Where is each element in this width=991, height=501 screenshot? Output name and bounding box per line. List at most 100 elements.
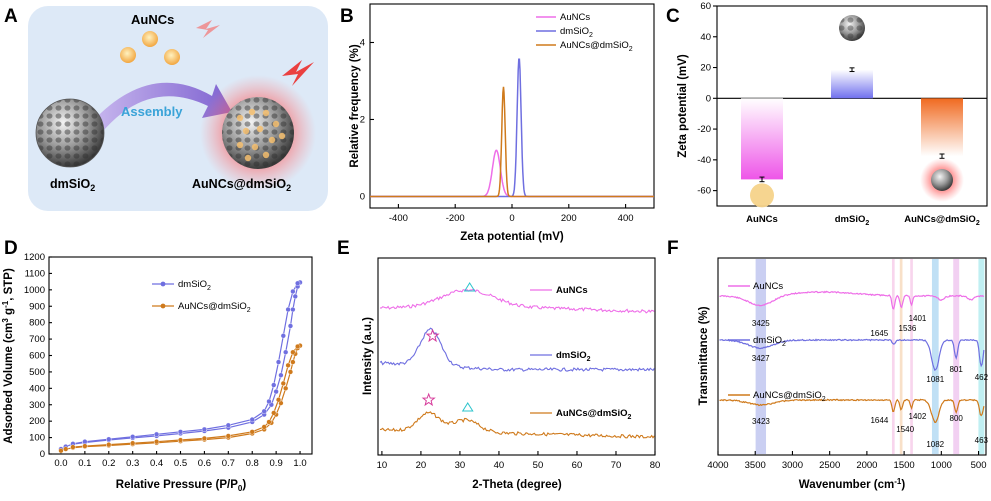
y-tick-label: 1200 (24, 252, 45, 263)
data-point (130, 434, 136, 440)
xrd-pattern (379, 327, 655, 372)
peak-label: 1540 (896, 425, 914, 434)
data-point (285, 306, 291, 313)
panel-c-bars (741, 15, 964, 208)
panel-letter-b: B (340, 6, 354, 27)
x-tick-label: 0.5 (174, 458, 187, 469)
x-tick-label: 60 (572, 460, 583, 471)
peak-label: 801 (949, 365, 963, 374)
panel-f-legend: AuNCs dmSiO2 AuNCs@dmSiO2 (728, 281, 826, 403)
panel-d-isotherm: D 0.0 0.1 0.2 0.3 0.4 0.5 0.6 0.7 0.8 0.9 1.0 0 100 2… (1, 238, 313, 493)
data-point (280, 333, 286, 339)
x-tick-label: 0.7 (222, 458, 235, 469)
peak-label: 1081 (926, 375, 944, 384)
y-tick-label: 400 (29, 383, 45, 394)
composite-particle-icon (931, 169, 953, 191)
panel-e-series (379, 282, 655, 439)
peak-label: 3427 (752, 354, 770, 363)
panel-b-xlabel: Zeta potential (mV) (460, 231, 564, 243)
panel-d-xlabel: Relative Pressure (P/P0) (116, 479, 247, 493)
peak-label: 463 (975, 436, 989, 445)
peak-label: 1082 (926, 440, 944, 449)
data-point (82, 443, 88, 449)
panel-e-frame (377, 257, 656, 456)
xrd-pattern (379, 411, 655, 439)
data-point (273, 389, 279, 395)
data-point (275, 397, 282, 403)
y-tick-label: 1000 (24, 285, 45, 296)
data-point (261, 424, 267, 430)
highlight-band (755, 259, 767, 454)
legend-label: dmSiO2 (178, 279, 211, 292)
ftir-spectrum (719, 398, 985, 424)
data-point (266, 419, 272, 425)
composite-sphere (200, 60, 316, 191)
panel-c-zeta-bars: C 60 40 20 0 -20 -40 -60 Zeta potential (mV) A… (666, 1, 988, 227)
peak-label: 1401 (909, 314, 927, 323)
highlight-band (910, 259, 913, 454)
panel-d-series (58, 279, 303, 454)
panel-f-ticks: 4000 3500 3000 2500 2000 1500 1000 500 (707, 451, 986, 471)
data-point (58, 448, 64, 454)
y-tick-label: 0 (360, 191, 365, 202)
data-point (201, 426, 208, 432)
data-point (225, 422, 231, 428)
panel-letter-c: C (666, 6, 680, 27)
panel-e-xrd: E 10 20 30 40 50 60 70 80 2-Theta (degree) Inte… (337, 238, 660, 491)
star-marker-icon (425, 328, 440, 343)
ftir-spectrum (719, 290, 985, 310)
desorption-line (72, 345, 301, 448)
y-tick-label: 300 (29, 400, 45, 411)
data-point (283, 385, 289, 391)
y-tick-label: 60 (700, 1, 711, 12)
data-point (153, 439, 160, 445)
x-tick-label: 0.0 (54, 458, 67, 469)
y-tick-label: -40 (697, 155, 711, 166)
peak-label: 1402 (909, 412, 927, 421)
x-tick-label: 500 (971, 460, 987, 471)
data-point (290, 306, 296, 313)
data-point (275, 359, 282, 365)
x-tick-label: 0.3 (126, 458, 139, 469)
aunc-cluster (120, 47, 136, 63)
y-tick-label: 100 (29, 433, 45, 444)
panel-d-ylabel: Adsorbed Volume (cm3 g-1, STP) (1, 268, 15, 444)
category-label: AuNCs (746, 214, 778, 225)
data-point (271, 410, 277, 416)
x-tick-label: 1000 (931, 460, 952, 471)
xrd-pattern (379, 289, 655, 314)
data-point (287, 323, 294, 329)
x-tick-label: 0.6 (198, 458, 211, 469)
y-tick-label: -20 (697, 124, 711, 135)
data-point (249, 429, 255, 435)
x-tick-label: 1500 (894, 460, 915, 471)
panel-c-ylabel: Zeta potential (mV) (677, 54, 689, 158)
data-point (106, 442, 112, 448)
dmsio2-particle-pores (839, 15, 865, 41)
legend-label: dmSiO2 (753, 335, 786, 348)
data-point (201, 435, 208, 442)
panel-e-xlabel: 2-Theta (degree) (472, 479, 562, 491)
y-tick-label: 700 (29, 334, 45, 345)
y-tick-label: 1100 (25, 268, 45, 279)
desorption-line (72, 281, 301, 445)
legend-label: AuNCs (753, 281, 783, 292)
highlight-band (978, 259, 985, 454)
panel-b-frame (369, 3, 655, 209)
y-tick-label: 800 (29, 318, 45, 329)
x-tick-label: 400 (618, 213, 634, 224)
data-point (82, 439, 88, 445)
y-tick-label: 200 (29, 416, 45, 427)
panel-letter-e: E (337, 238, 350, 259)
data-point (261, 408, 267, 414)
x-tick-label: 30 (455, 460, 466, 471)
data-point (295, 280, 301, 286)
x-tick-label: -400 (389, 213, 408, 224)
x-tick-label: 20 (416, 460, 427, 471)
data-point (63, 446, 69, 452)
series-line-auncs-dmsio (370, 86, 654, 198)
x-tick-label: 0.8 (246, 458, 259, 469)
legend-label: dmSiO2 (560, 26, 593, 39)
y-tick-label: 20 (700, 63, 711, 74)
